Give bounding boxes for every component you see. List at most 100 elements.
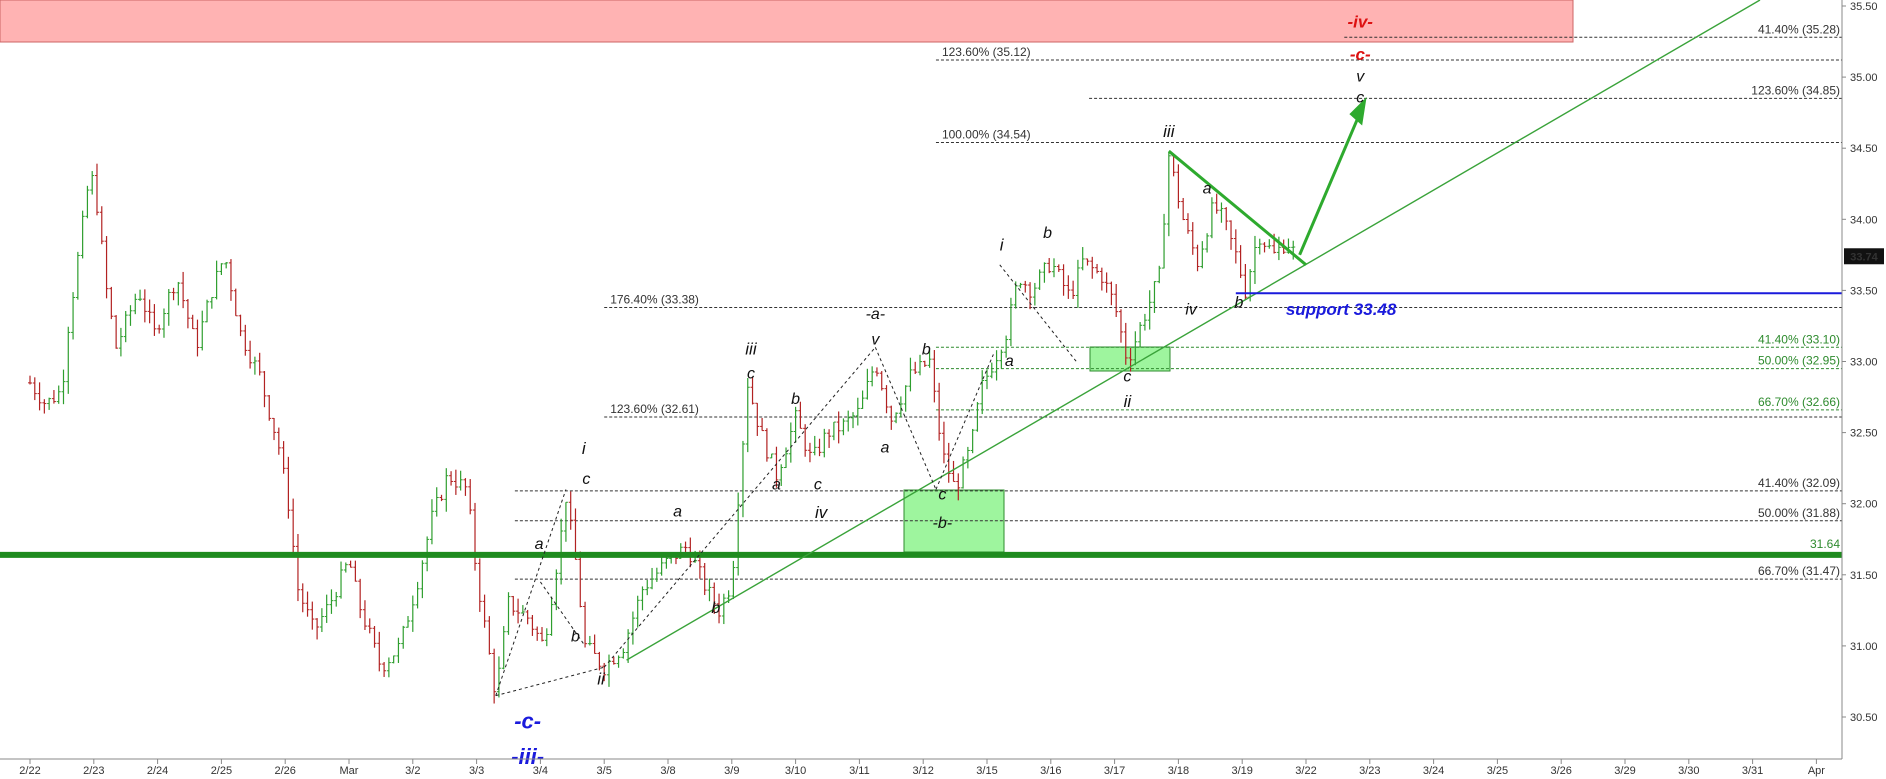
horizontal-line-label: 31.64	[1810, 537, 1840, 551]
wave-label: i	[1000, 236, 1005, 255]
wave-label: b	[571, 629, 580, 646]
x-axis-tick-label: 2/26	[274, 765, 295, 777]
x-axis-tick-label: 3/3	[469, 765, 484, 777]
y-axis-tick-label: 34.00	[1850, 214, 1878, 226]
y-axis-tick-label: 31.00	[1850, 641, 1878, 653]
wave-label: -c-	[514, 708, 541, 733]
wave-label: -iv-	[1347, 12, 1373, 31]
x-axis-tick-label: 3/26	[1550, 765, 1571, 777]
wave-structure-dashed-line	[874, 347, 937, 490]
x-axis-tick-label: 3/8	[660, 765, 675, 777]
wave-label: iv	[815, 503, 829, 522]
falling-resistance-line	[1167, 149, 1307, 266]
fib-level-label: 123.60% (32.61)	[610, 402, 699, 416]
x-axis-tick-label: 3/31	[1742, 765, 1763, 777]
x-axis-tick-label: 3/11	[849, 765, 870, 777]
wave-label: c	[814, 476, 822, 493]
wave-label: b	[711, 600, 720, 617]
red-target-zone	[0, 0, 1574, 43]
last-price-marker	[1844, 248, 1884, 265]
wave-label: v	[871, 331, 880, 348]
wave-label: b	[1235, 294, 1244, 311]
wave-label: ii	[1124, 392, 1133, 411]
wave-label: a	[880, 440, 889, 457]
y-axis-tick-label: 32.50	[1850, 428, 1878, 440]
wave-structure-dashed-line	[539, 581, 586, 647]
fib-level-label: 176.40% (33.38)	[610, 292, 699, 306]
x-axis-tick-label: Mar	[340, 765, 359, 777]
wave-label: c	[582, 471, 590, 488]
wave-structure-dashed-line	[495, 489, 567, 696]
x-axis-tick-label: 3/23	[1359, 765, 1380, 777]
x-axis-tick-label: 3/22	[1295, 765, 1316, 777]
wave-structure-dashed-line	[999, 264, 1077, 362]
wave-label: b	[1043, 225, 1052, 242]
y-axis-tick-label: 34.50	[1850, 143, 1878, 155]
x-axis-tick-label: 3/29	[1614, 765, 1635, 777]
x-axis-tick-label: 2/25	[211, 765, 232, 777]
x-axis-tick-label: Apr	[1808, 765, 1825, 777]
fib-levels-layer: 41.40% (35.28) 123.60% (35.12) 123.60% (34…	[514, 22, 1842, 580]
wave-label: c	[1356, 90, 1364, 107]
y-axis-tick-label: 33.50	[1850, 285, 1878, 297]
x-axis-tick-label: 3/15	[976, 765, 997, 777]
y-axis-tick-label: 30.50	[1850, 712, 1878, 724]
x-axis-tick-label: 2/22	[19, 765, 40, 777]
x-axis-tick-label: 3/19	[1231, 765, 1252, 777]
wave-label: -a-	[866, 306, 886, 323]
rising-trendline	[626, 0, 1761, 661]
wave-label: c	[747, 366, 755, 383]
wave-label: a	[535, 536, 544, 553]
wave-label: -b-	[933, 515, 953, 532]
last-price-label: 33.74	[1850, 251, 1878, 263]
x-axis-tick-label: 2/24	[147, 765, 168, 777]
fib-level-label: 66.70% (32.66)	[1758, 395, 1840, 409]
wave-structure-dashed-line	[603, 346, 876, 668]
fib-level-label: 123.60% (35.12)	[942, 45, 1031, 59]
wave-label: b	[922, 341, 931, 358]
x-axis-tick-label: 3/10	[785, 765, 806, 777]
wave-label: -c-	[1350, 45, 1371, 64]
wave-structure-dashed-line	[495, 666, 605, 697]
x-axis-tick-label: 3/12	[912, 765, 933, 777]
y-axis-tick-label: 31.50	[1850, 570, 1878, 582]
fib-level-label: 100.00% (34.54)	[942, 128, 1031, 142]
x-axis-tick-label: 2/23	[83, 765, 104, 777]
trend-lines-layer: 31.64 support 33.48	[0, 0, 1842, 697]
projection-arrow-line	[1298, 116, 1360, 256]
x-axis-tick-label: 3/5	[597, 765, 612, 777]
fib-level-label: 50.00% (32.95)	[1758, 354, 1840, 368]
wave-label: ii	[597, 669, 606, 688]
y-axis-tick-label: 32.00	[1850, 499, 1878, 511]
fib-level-label: 41.40% (32.09)	[1758, 476, 1840, 490]
wave-label: i	[582, 439, 587, 458]
wave-label: iii	[745, 339, 758, 358]
wave-structure-dashed-line	[935, 354, 994, 490]
wave-label: c	[1123, 368, 1131, 385]
green-wave-b-zone	[903, 489, 1005, 553]
wave-label: a	[772, 476, 781, 493]
wave-label: v	[1356, 68, 1365, 85]
fib-level-label: 66.70% (31.47)	[1758, 564, 1840, 578]
zones-layer	[0, 0, 1574, 553]
wave-label: b	[791, 391, 800, 408]
wave-label: iv	[1185, 302, 1198, 319]
support-label: support 33.48	[1286, 300, 1397, 319]
x-axis-tick-label: 3/9	[724, 765, 739, 777]
x-axis-tick-label: 3/16	[1040, 765, 1061, 777]
y-axis-tick-label: 35.00	[1850, 72, 1878, 84]
wave-label: a	[673, 503, 682, 520]
x-axis-tick-label: 3/24	[1423, 765, 1444, 777]
x-axis-tick-label: 3/2	[405, 765, 420, 777]
x-axis-tick-label: 3/30	[1678, 765, 1699, 777]
wave-label: a	[1203, 181, 1212, 198]
x-axis-tick-label: 3/18	[1168, 765, 1189, 777]
wave-label: c	[938, 486, 946, 503]
wave-label: a	[1005, 353, 1014, 370]
wave-label: iii	[1163, 122, 1176, 141]
fib-level-label: 50.00% (31.88)	[1758, 506, 1840, 520]
